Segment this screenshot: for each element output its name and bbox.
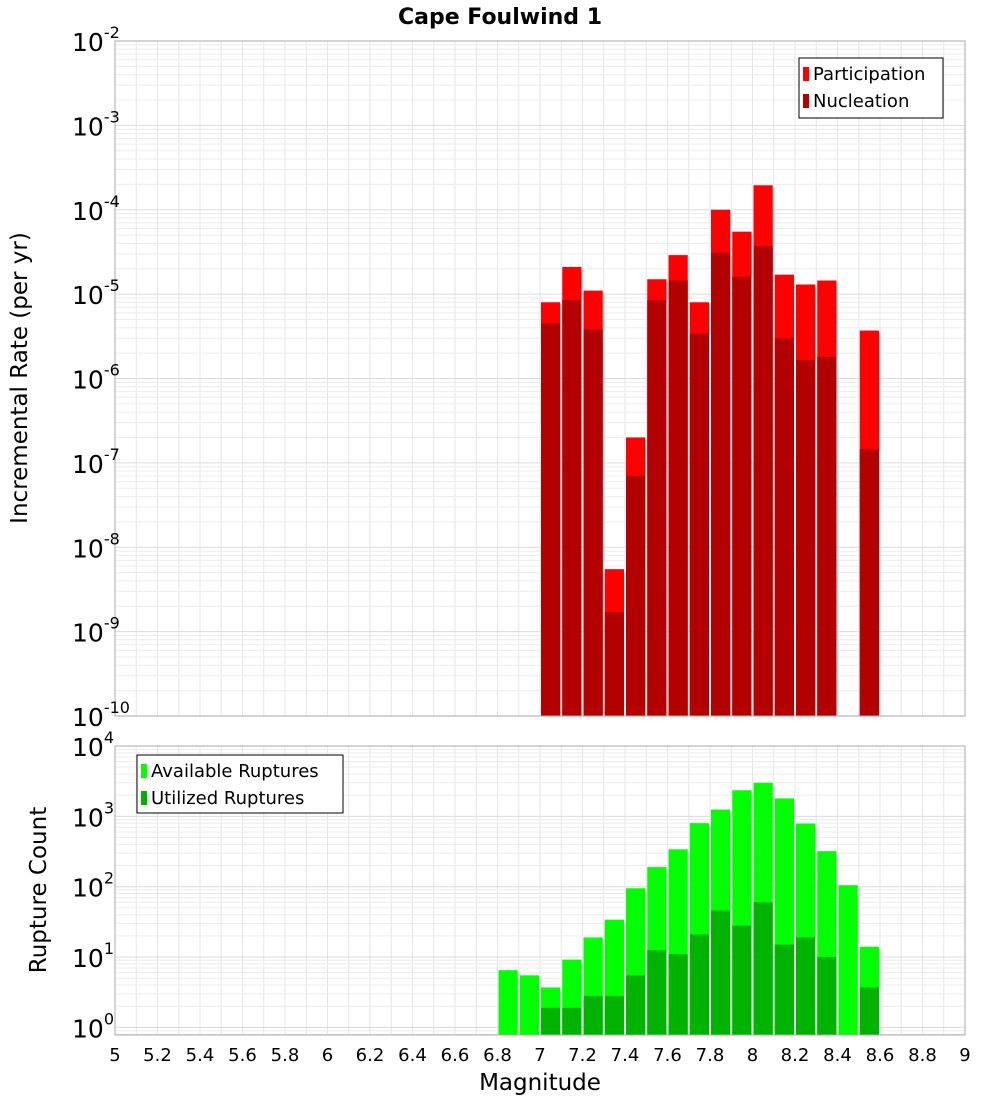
x-tick-label: 7.6 [653, 1045, 682, 1066]
bar-utilized-ruptures [668, 954, 688, 1035]
legend: Available Ruptures Utilized Ruptures [136, 754, 344, 814]
y-tick-label: 10-2 [72, 23, 120, 57]
y-tick-label: 100 [72, 1009, 114, 1043]
y-tick-labels: 100 101 102 103 104 [72, 728, 114, 1043]
bar-available-ruptures [498, 970, 518, 1035]
bar-utilized-ruptures [689, 934, 709, 1035]
x-tick-label: 5.4 [186, 1045, 215, 1066]
y-tick-labels: 10-10 10-9 10-8 10-7 10-6 10-5 10-4 10-3 10-2 [72, 23, 130, 732]
incremental-rate-panel: 10-10 10-9 10-8 10-7 10-6 10-5 10-4 10-3 10-2 Par… [72, 23, 966, 732]
legend-entry: Available Ruptures [151, 761, 319, 782]
y-tick-label: 101 [72, 939, 114, 973]
x-tick-label: 6 [322, 1045, 333, 1066]
legend-box [136, 754, 344, 814]
bar-utilized-ruptures [711, 910, 731, 1035]
y-tick-label: 10-8 [72, 529, 120, 563]
bar-available-ruptures [519, 975, 539, 1035]
grid [114, 745, 966, 1035]
legend-swatch [141, 764, 147, 778]
bar-nucleation [626, 475, 646, 716]
x-tick-label: 8.8 [908, 1045, 937, 1066]
bar-nucleation [562, 300, 582, 716]
bar-utilized-ruptures [562, 1007, 582, 1035]
bar-utilized-ruptures [583, 995, 603, 1035]
bar-nucleation [817, 356, 837, 716]
legend-swatch [141, 791, 147, 805]
bar-utilized-ruptures [753, 902, 773, 1035]
bar-nucleation [796, 360, 816, 716]
x-tick-label: 7.4 [611, 1045, 640, 1066]
x-tick-label: 6.4 [398, 1045, 427, 1066]
bottom-y-axis-label: Rupture Count [26, 807, 52, 973]
x-tick-label: 7 [534, 1045, 545, 1066]
bar-utilized-ruptures [604, 995, 624, 1035]
bar-utilized-ruptures [732, 925, 752, 1035]
y-tick-label: 102 [72, 869, 114, 903]
x-axis-label: Magnitude [479, 1070, 601, 1096]
legend-swatch [803, 94, 809, 108]
x-tick-label: 8.6 [866, 1045, 895, 1066]
x-tick-label: 6.6 [441, 1045, 470, 1066]
x-tick-label: 6.8 [483, 1045, 512, 1066]
legend-entry: Nucleation [813, 91, 909, 112]
legend-swatch [803, 67, 809, 81]
bar-utilized-ruptures [796, 937, 816, 1035]
plot-frame [114, 745, 966, 1036]
y-tick-label: 10-4 [72, 192, 120, 226]
y-tick-label: 10-9 [72, 614, 120, 648]
bar-nucleation [583, 329, 603, 716]
y-tick-label: 10-6 [72, 361, 120, 395]
x-tick-label: 5.8 [271, 1045, 300, 1066]
y-tick-label: 10-10 [72, 698, 130, 732]
y-tick-label: 103 [72, 798, 114, 832]
plot-frame [114, 40, 966, 717]
x-tick-label: 6.2 [356, 1045, 385, 1066]
bar-available-ruptures [838, 885, 858, 1035]
bar-nucleation [668, 280, 688, 716]
x-tick-label: 8.4 [823, 1045, 852, 1066]
y-tick-label: 104 [72, 728, 114, 762]
bar-nucleation [753, 246, 773, 716]
bar-nucleation [732, 276, 752, 716]
bar-nucleation [689, 333, 709, 716]
legend-box [798, 57, 944, 119]
x-tick-label: 7.8 [696, 1045, 725, 1066]
bar-utilized-ruptures [817, 957, 837, 1035]
x-tick-label: 8.2 [781, 1045, 810, 1066]
x-tick-label: 8 [747, 1045, 758, 1066]
y-tick-label: 10-7 [72, 445, 120, 479]
y-tick-label: 10-5 [72, 276, 120, 310]
top-y-axis-label: Incremental Rate (per yr) [7, 232, 33, 524]
x-axis: 5 5.2 5.4 5.6 5.8 6 6.2 6.4 6.6 6.8 7 7.2 7.4 7.6 7.8 8… [109, 1045, 970, 1066]
bar-utilized-ruptures [626, 975, 646, 1035]
bar-utilized-ruptures [541, 1007, 561, 1035]
x-tick-label: 5.6 [228, 1045, 257, 1066]
chart-title: Cape Foulwind 1 [398, 5, 602, 30]
bar-nucleation [604, 612, 624, 716]
bar-nucleation [774, 338, 794, 716]
bars [541, 185, 879, 717]
x-tick-label: 7.2 [568, 1045, 597, 1066]
x-tick-label: 9 [959, 1045, 970, 1066]
bar-utilized-ruptures [859, 987, 879, 1035]
legend-entry: Utilized Ruptures [151, 788, 304, 809]
y-tick-label: 10-3 [72, 107, 120, 141]
bars [498, 782, 879, 1035]
x-tick-label: 5 [109, 1045, 120, 1066]
bar-utilized-ruptures [647, 950, 667, 1035]
x-tick-label: 5.2 [143, 1045, 172, 1066]
bar-utilized-ruptures [774, 944, 794, 1035]
bar-nucleation [711, 252, 731, 716]
rupture-count-panel: 100 101 102 103 104 Available Ruptures Utilize… [72, 728, 966, 1043]
legend-entry: Participation [813, 64, 925, 85]
grid [114, 40, 966, 717]
bar-nucleation [647, 300, 667, 716]
legend: Participation Nucleation [798, 57, 944, 119]
bar-nucleation [859, 449, 879, 716]
bar-nucleation [541, 323, 561, 716]
